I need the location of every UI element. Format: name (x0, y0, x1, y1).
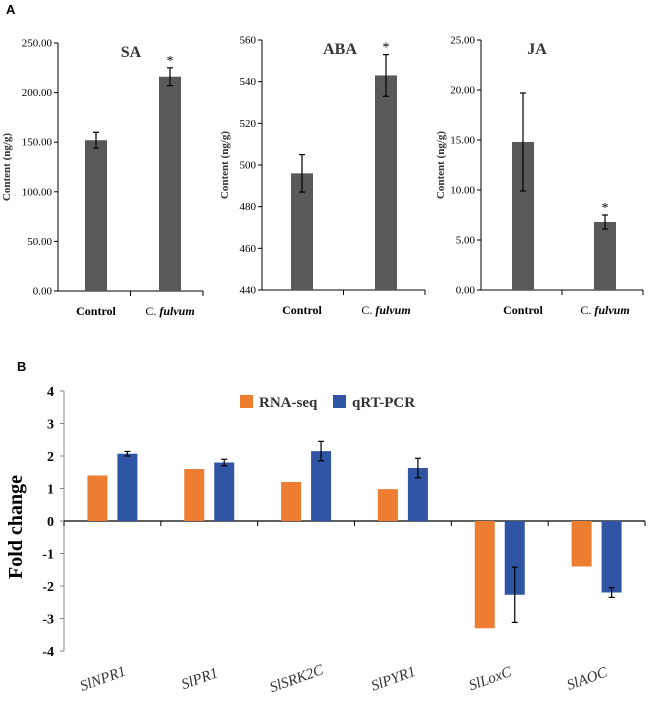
sa-category-label: Control (76, 304, 116, 318)
fold-y-tick-label: 0 (47, 515, 54, 530)
ja-bar (512, 142, 534, 290)
fold-category-label: SlNPR1 (78, 664, 128, 695)
aba-bar (375, 75, 397, 291)
ja-title: JA (527, 41, 547, 58)
ja-y-label: Content (ng/g) (435, 131, 447, 199)
fold-y-tick-label: -4 (42, 645, 54, 660)
legend-swatch-rna-seq (240, 395, 253, 408)
aba-significance-mark: * (383, 41, 390, 56)
ja-y-tick-label: 5.00 (456, 235, 476, 247)
panel-a-label: A (6, 2, 16, 17)
aba-y-tick-label: 460 (240, 243, 257, 255)
fold-bar-rna-seq (281, 482, 302, 521)
sa-y-tick-label: 250.00 (22, 38, 53, 50)
sa-chart: 0.00 50.00 100.00 150.00 200.00 250.00 Control… (1, 38, 204, 318)
fold-y-tick-label: 4 (47, 385, 54, 400)
fold-y-tick-label: -3 (42, 613, 54, 628)
ja-y-tick-label: 10.00 (450, 185, 475, 197)
fold-bar-rna-seq (474, 521, 495, 629)
sa-y-tick-label: 100.00 (22, 186, 53, 198)
legend-swatch-qrt-pcr (333, 395, 346, 408)
aba-title: ABA (323, 41, 357, 58)
fold-bar-qrt-pcr (504, 521, 525, 595)
sa-y-tick-label: 0.00 (33, 286, 53, 298)
aba-category-label: C. fulvum (361, 303, 410, 317)
fold-y-tick-label: 3 (47, 418, 54, 433)
fold-bar-rna-seq (571, 521, 592, 567)
fold-bar-rna-seq (87, 475, 108, 521)
sa-bar (85, 140, 107, 291)
fold-y-tick-label: -2 (42, 580, 54, 595)
ja-significance-mark: * (602, 201, 609, 216)
aba-y-tick-label: 480 (240, 201, 257, 213)
sa-category-label: C. fulvum (145, 304, 194, 318)
fold-y-tick-label: -1 (42, 548, 54, 563)
fold-bar-qrt-pcr (311, 451, 332, 521)
aba-y-tick-label: 560 (240, 35, 257, 47)
panel-b-label: B (17, 359, 26, 374)
ja-category-label: Control (503, 303, 543, 317)
fold-change-chart: -4 -3 -2 -1 0 1 2 3 4 SlNPR1 SlPR1 SlSRK2C SlPYR1 SlL… (5, 385, 646, 696)
ja-chart: 0.00 5.00 10.00 15.00 20.00 25.00 Control * C. f… (435, 35, 644, 317)
fold-category-label: SlPR1 (180, 665, 221, 693)
aba-y-label: Content (ng/g) (219, 131, 231, 199)
fold-y-tick-label: 1 (47, 483, 54, 498)
sa-y-tick-label: 50.00 (27, 236, 52, 248)
fold-y-tick-label: 2 (47, 450, 54, 465)
fold-bar-rna-seq (377, 489, 398, 521)
fold-category-label: SlPYR1 (369, 664, 418, 695)
sa-bar (159, 76, 181, 291)
aba-y-tick-label: 520 (240, 118, 257, 130)
legend-label: qRT-PCR (352, 395, 415, 411)
sa-y-label: Content (ng/g) (1, 133, 13, 201)
fold-bar-qrt-pcr (214, 462, 235, 521)
aba-y-tick-label: 440 (240, 285, 257, 297)
aba-bar (291, 173, 313, 290)
fold-bar-rna-seq (184, 469, 205, 521)
aba-y-tick-label: 540 (240, 76, 257, 88)
aba-y-tick-label: 500 (240, 160, 257, 172)
sa-y-tick-label: 200.00 (22, 87, 53, 99)
fold-y-label: Fold change (5, 475, 27, 579)
ja-y-tick-label: 20.00 (450, 85, 475, 97)
fold-bar-qrt-pcr (117, 453, 138, 521)
fold-category-label: SlLoxC (467, 664, 515, 694)
sa-significance-mark: * (167, 54, 174, 69)
sa-y-tick-label: 150.00 (22, 137, 53, 149)
aba-category-label: Control (282, 303, 322, 317)
ja-y-tick-label: 0.00 (456, 285, 476, 297)
fold-category-label: SlAOC (565, 664, 611, 694)
legend-label: RNA-seq (259, 395, 318, 411)
aba-chart: 440 460 480 500 520 540 560 Control * C. fulvum AB… (219, 35, 426, 317)
ja-bar (594, 222, 616, 290)
ja-y-tick-label: 25.00 (450, 35, 475, 47)
fold-bar-qrt-pcr (407, 468, 428, 521)
sa-title: SA (121, 44, 142, 61)
ja-y-tick-label: 15.00 (450, 135, 475, 147)
fold-bar-qrt-pcr (601, 521, 622, 593)
fold-category-label: SlSRK2C (268, 662, 327, 696)
ja-category-label: C. fulvum (580, 303, 629, 317)
